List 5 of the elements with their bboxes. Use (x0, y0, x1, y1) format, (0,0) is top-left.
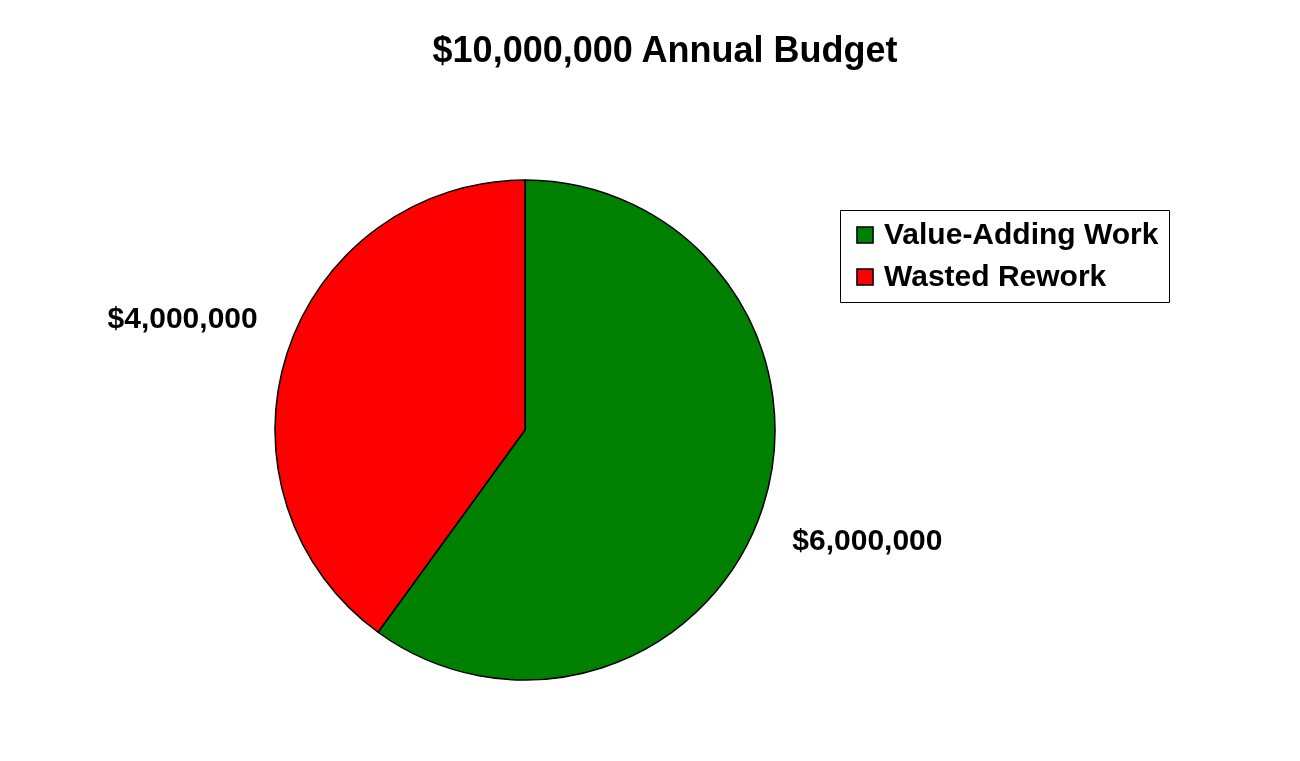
data-label: $6,000,000 (792, 523, 943, 557)
legend-label: Wasted Rework (884, 259, 1107, 292)
data-label: $4,000,000 (107, 300, 258, 334)
legend-label: Value-Adding Work (884, 217, 1159, 250)
chart-title: $10,000,000 Annual Budget (432, 29, 898, 70)
